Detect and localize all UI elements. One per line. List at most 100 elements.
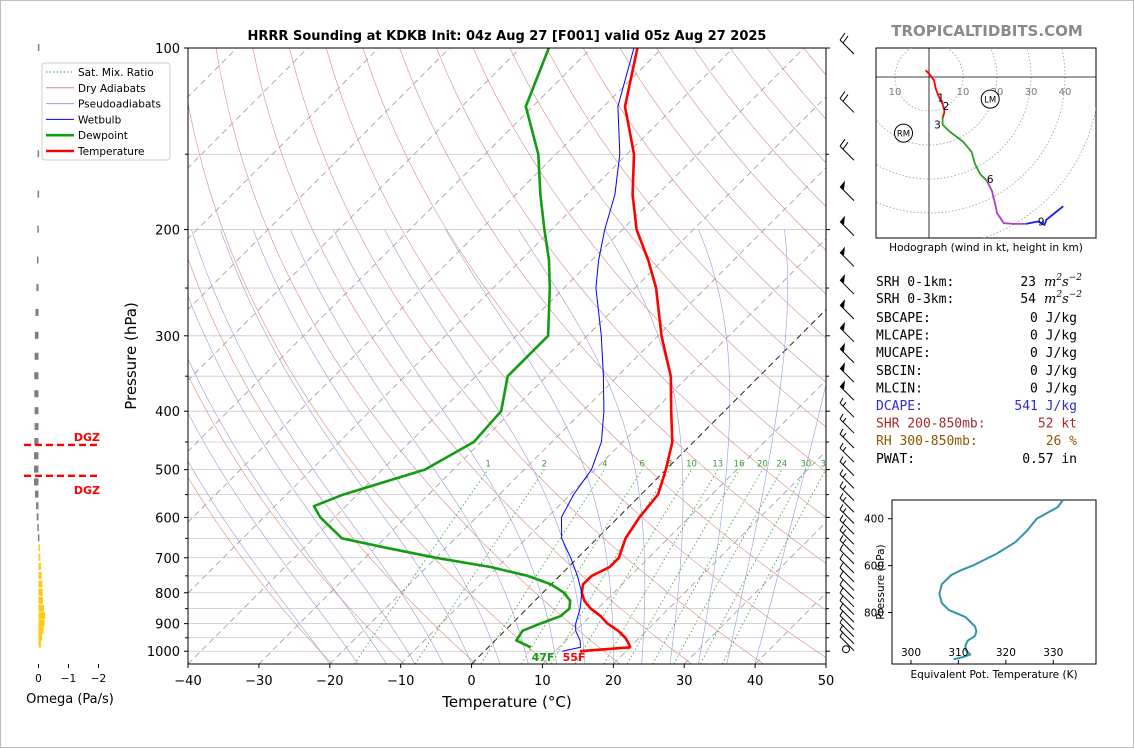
barb-staff <box>839 592 855 608</box>
barb-flag <box>842 529 847 534</box>
barb-flag <box>839 595 844 601</box>
barb-flag <box>842 485 847 490</box>
barb-flag <box>839 562 844 569</box>
mixing-ratio-label: 36 <box>820 460 831 470</box>
omega-bar <box>34 452 39 460</box>
omega-bar <box>34 352 39 360</box>
storm-motion-rm-label: RM <box>897 130 910 140</box>
barb-flag <box>839 442 844 449</box>
barb-staff <box>839 145 855 161</box>
mixing-ratio-label: 1 <box>485 460 490 470</box>
barb-staff <box>839 279 855 295</box>
x-tick-label: 10 <box>534 674 551 689</box>
x-tick-label: −20 <box>316 674 343 689</box>
omega-bar <box>34 390 39 398</box>
dry-adiabat <box>436 48 826 518</box>
wetbulb-profile <box>560 48 635 652</box>
wind-barb <box>839 587 855 608</box>
isotherm-line <box>188 48 734 594</box>
stat-label: SBCAPE: <box>876 311 931 326</box>
srh-unit-base: m <box>1044 275 1056 290</box>
barb-flag <box>839 413 844 420</box>
stat-label: PWAT: <box>876 452 915 467</box>
mixing-ratio-line <box>521 469 643 664</box>
hodo-trace <box>924 69 946 119</box>
stat-label: DCAPE: <box>876 399 923 414</box>
barb-staff <box>839 402 855 418</box>
barb-staff <box>839 348 855 364</box>
hodo-trace <box>1025 205 1064 226</box>
srh-unit-s: s <box>1062 275 1069 290</box>
theta-e-x-tick-label: 300 <box>901 647 921 659</box>
barb-flag <box>839 617 844 624</box>
srh-label: SRH 0-3km: <box>876 292 954 307</box>
pseudoadiabat <box>518 229 646 664</box>
mixing-ratio-line <box>550 469 671 664</box>
barb-flag <box>839 631 844 637</box>
barb-flag <box>839 587 844 594</box>
srh-unit: m2s−2 <box>1044 273 1082 290</box>
hodo-height-label: 9 <box>1038 217 1045 229</box>
y-tick-label: 400 <box>155 405 180 420</box>
x-tick-label: 40 <box>747 674 764 689</box>
dry-adiabat <box>289 48 764 664</box>
omega-bar <box>34 478 39 486</box>
wind-barb <box>839 595 855 615</box>
stat-value: 26 % <box>1046 434 1077 449</box>
dry-adiabat <box>472 48 826 473</box>
omega-bar <box>38 640 41 648</box>
mixing-ratio-label: 24 <box>776 460 787 470</box>
stat-value: 0 J/kg <box>1030 311 1077 326</box>
barb-flag <box>839 469 844 475</box>
stat-value: 0 J/kg <box>1030 381 1077 396</box>
wind-barb <box>839 525 855 545</box>
wind-barb <box>839 138 855 161</box>
barb-flag <box>842 496 847 502</box>
barb-staff <box>839 433 855 449</box>
stat-value: 541 J/kg <box>1014 399 1077 414</box>
omega-bar <box>38 571 42 579</box>
hodo-ring-label: 10 <box>957 87 970 98</box>
wind-barb <box>839 180 855 201</box>
barb-flag <box>839 610 844 616</box>
dry-adiabat <box>325 48 826 659</box>
theta-e-y-tick-label: 400 <box>864 514 884 526</box>
stat-label: SHR 200-850mb: <box>876 417 986 432</box>
omega-bar <box>38 633 43 641</box>
pseudoadiabat <box>191 229 444 664</box>
dry-adiabat <box>188 101 549 664</box>
x-axis-label: Temperature (°C) <box>441 693 571 711</box>
barb-flag <box>842 538 847 544</box>
wind-barb <box>839 562 855 583</box>
wind-barb <box>839 299 855 320</box>
barb-staff <box>839 186 855 201</box>
stat-label: MUCAPE: <box>876 346 931 361</box>
x-tick-label: −30 <box>245 674 272 689</box>
omega-bar <box>38 596 43 604</box>
barb-flag <box>839 492 844 499</box>
wind-barb <box>839 397 855 418</box>
srh-unit-exp1: 2 <box>1055 290 1062 300</box>
omega-bar <box>38 626 44 634</box>
barb-staff <box>839 576 855 591</box>
barb-staff <box>839 418 855 434</box>
mixing-ratio-line <box>353 469 489 664</box>
barb-staff <box>839 539 855 555</box>
pseudoadiabat <box>333 229 557 664</box>
omega-bar <box>38 580 43 588</box>
omega-bar <box>36 284 39 292</box>
pseudoadiabat <box>188 358 387 664</box>
barb-flag <box>842 141 849 150</box>
barb-staff <box>839 447 855 463</box>
barb-flag <box>839 32 846 41</box>
dgz-label: DGZ <box>74 484 100 497</box>
wind-barb <box>839 274 855 295</box>
barb-staff <box>839 607 855 623</box>
srh-unit: m2s−2 <box>1044 290 1082 307</box>
wind-barb <box>839 413 855 434</box>
barb-pennant <box>840 380 845 390</box>
mixing-ratio-label: 2 <box>542 460 547 470</box>
theta-e-frame <box>891 499 1097 665</box>
barb-flag <box>842 94 849 102</box>
barb-staff <box>839 636 855 651</box>
